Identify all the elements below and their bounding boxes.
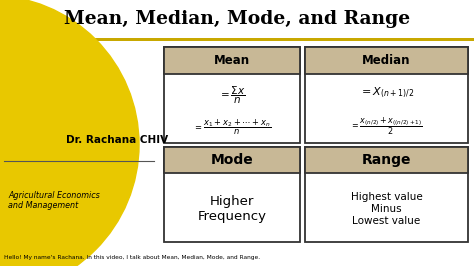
FancyBboxPatch shape — [0, 0, 474, 38]
FancyBboxPatch shape — [305, 47, 468, 74]
Text: $= \dfrac{x_1 + x_2 + \cdots + x_n}{n}$: $= \dfrac{x_1 + x_2 + \cdots + x_n}{n}$ — [193, 118, 271, 137]
FancyBboxPatch shape — [305, 147, 468, 242]
Text: Mode: Mode — [210, 153, 254, 167]
Text: Hello! My name's Rachana. In this video, I talk about Mean, Median, Mode, and Ra: Hello! My name's Rachana. In this video,… — [4, 255, 260, 260]
Text: Median: Median — [362, 54, 411, 67]
FancyBboxPatch shape — [305, 47, 468, 143]
FancyBboxPatch shape — [164, 147, 300, 242]
FancyBboxPatch shape — [0, 248, 474, 266]
FancyBboxPatch shape — [164, 47, 300, 143]
Circle shape — [0, 0, 139, 266]
FancyBboxPatch shape — [305, 147, 468, 173]
Text: Agricultural Economics
and Management: Agricultural Economics and Management — [8, 191, 100, 210]
Text: Higher
Frequency: Higher Frequency — [198, 195, 266, 223]
Text: Mean, Median, Mode, and Range: Mean, Median, Mode, and Range — [64, 10, 410, 28]
Text: Mean: Mean — [214, 54, 250, 67]
Text: Dr. Rachana CHIV: Dr. Rachana CHIV — [66, 135, 168, 145]
Text: Range: Range — [362, 153, 411, 167]
FancyBboxPatch shape — [0, 38, 474, 41]
FancyBboxPatch shape — [164, 47, 300, 74]
Text: Highest value
Minus
Lowest value: Highest value Minus Lowest value — [351, 192, 422, 226]
FancyBboxPatch shape — [164, 147, 300, 173]
Text: $= \dfrac{\Sigma x}{n}$: $= \dfrac{\Sigma x}{n}$ — [218, 85, 246, 106]
Text: $= \dfrac{x_{(n/2)} + x_{((n/2)+1)}}{2}$: $= \dfrac{x_{(n/2)} + x_{((n/2)+1)}}{2}$ — [350, 115, 423, 137]
Text: $= X_{(n+1)/2}$: $= X_{(n+1)/2}$ — [359, 86, 414, 100]
